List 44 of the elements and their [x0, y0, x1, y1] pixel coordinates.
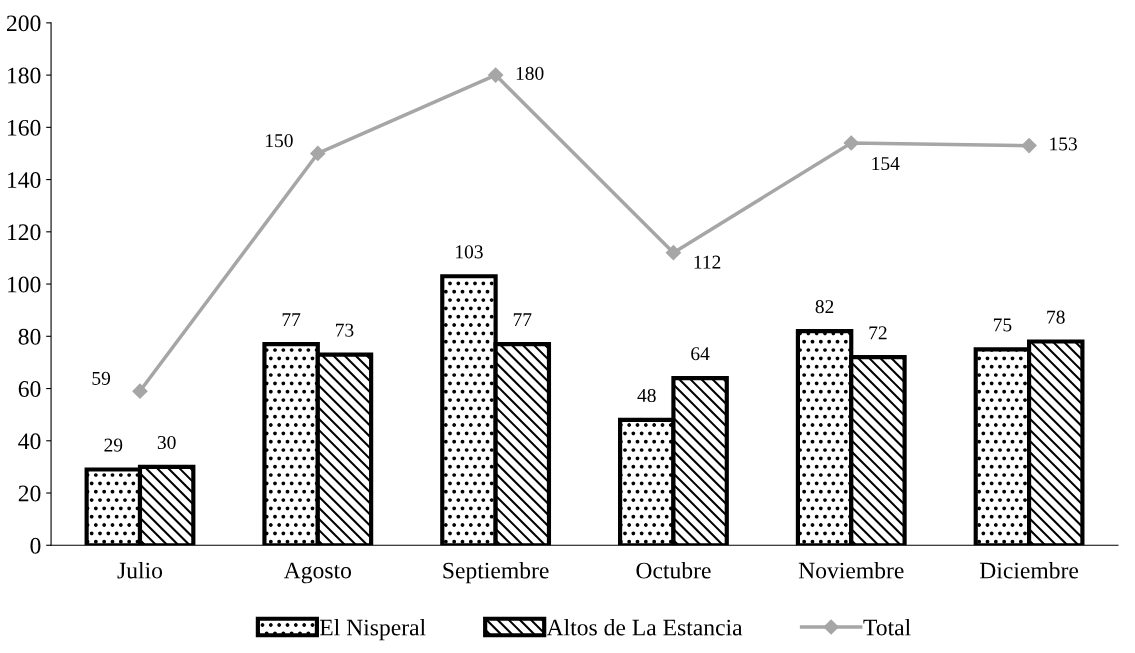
- data-label: 82: [815, 300, 834, 314]
- y-tick-label: 60: [18, 381, 41, 397]
- y-tick-label: 20: [18, 485, 41, 502]
- legend-label: Total: [863, 618, 911, 636]
- y-tick-label: 80: [18, 328, 41, 345]
- data-label: 77: [282, 313, 301, 327]
- y-tick-label: 100: [8, 276, 41, 293]
- data-label: 78: [1047, 310, 1065, 324]
- x-tick-label: Septiembre: [443, 561, 549, 584]
- legend-label: Altos de La Estancia: [546, 618, 743, 636]
- y-tick-label: 0: [30, 537, 41, 554]
- data-label: 77: [513, 313, 532, 327]
- legend-label: El Nisperal: [319, 618, 426, 641]
- data-label: 48: [637, 388, 656, 403]
- point: [310, 145, 326, 162]
- x-tick-label: Noviembre: [798, 561, 904, 579]
- data-label: 64: [691, 347, 710, 361]
- x-tick-label: Diciembre: [979, 561, 1079, 579]
- point: [665, 245, 682, 261]
- y-tick-label: 40: [18, 433, 41, 450]
- data-label: 73: [336, 323, 354, 337]
- y-tick-label: 120: [8, 224, 41, 241]
- data-label: 75: [993, 318, 1012, 332]
- x-tick-label: Agosto: [283, 562, 352, 584]
- y-tick-label: 200: [6, 15, 41, 32]
- point: [843, 135, 859, 151]
- x-tick-label: Octubre: [636, 561, 711, 579]
- data-label: 153: [1050, 137, 1077, 151]
- data-label: 150: [266, 134, 293, 148]
- data-label: 72: [869, 326, 887, 340]
- data-label: 103: [456, 245, 483, 259]
- data-label: 30: [157, 435, 176, 450]
- data-label: 112: [694, 255, 721, 269]
- data-label: 59: [92, 371, 111, 385]
- data-label: 180: [516, 66, 544, 80]
- x-tick-label: Julio: [117, 561, 163, 579]
- point: [488, 67, 504, 83]
- y-tick-label: 160: [8, 119, 41, 136]
- y-tick-label: 180: [8, 67, 41, 84]
- y-tick-label: 140: [8, 172, 41, 188]
- point: [132, 383, 148, 399]
- data-label: 29: [104, 438, 123, 452]
- data-label: 154: [872, 157, 900, 171]
- point: [1021, 138, 1037, 154]
